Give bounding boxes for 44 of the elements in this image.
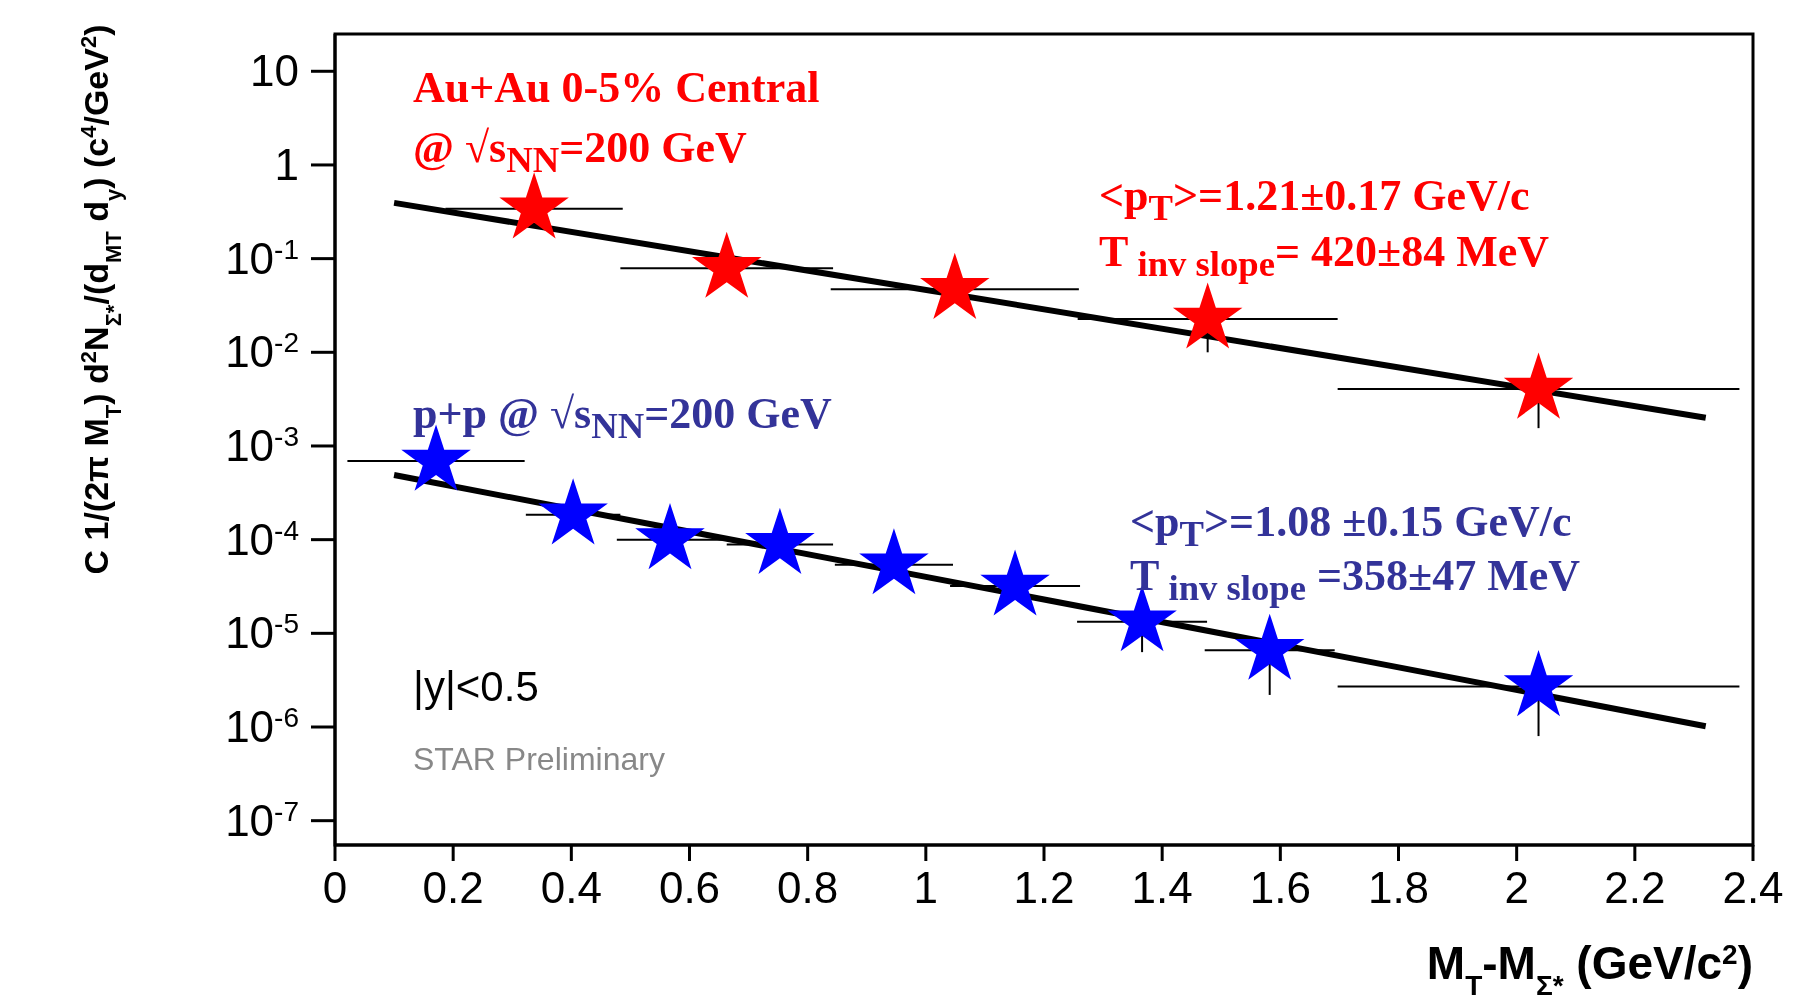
annotation: <p$_{T}$>=1.21±0.17 GeV/c — [1099, 171, 1530, 229]
x-tick-label: 2.2 — [1604, 863, 1666, 912]
y-tick-label: 10$^{-5}$ — [225, 607, 299, 658]
annotation: |y|<0.5 — [413, 663, 539, 711]
annotation: Au+Au 0-5% Central — [413, 63, 820, 113]
x-tick-label: 2 — [1504, 863, 1529, 912]
y-tick-label: 10 — [250, 46, 299, 96]
x-tick-label: 1.6 — [1249, 863, 1311, 912]
y-tick-label: 1 — [274, 139, 299, 189]
x-tick-label: 1 — [913, 863, 939, 912]
y-tick-label: 10$^{-7}$ — [225, 795, 299, 845]
point — [1503, 650, 1574, 717]
x-tick-label: 0.8 — [777, 863, 839, 912]
x-tick-label: 1.8 — [1367, 863, 1430, 912]
annotation: T $_{inv slope}$= 420±84 MeV — [1099, 227, 1550, 285]
x-tick-label: 0 — [322, 863, 348, 912]
point — [1234, 613, 1305, 680]
point — [1172, 282, 1243, 349]
x-axis-title: M$_{T}$-M$_{Σ*}$ (GeV/c$^{2}$) — [1426, 937, 1753, 1001]
annotation: <p$_{T}$>=1.08 ±0.15 GeV/c — [1130, 497, 1572, 554]
x-tick-label: 0.4 — [540, 863, 602, 912]
x-tick-label: 1.4 — [1131, 863, 1193, 912]
x-tick-label: 0.2 — [422, 863, 484, 912]
point — [635, 503, 705, 570]
point — [1503, 352, 1574, 419]
y-tick-label: 10$^{-3}$ — [225, 420, 299, 470]
x-tick-label: 1.2 — [1013, 863, 1075, 912]
annotation: @ √s$_{NN}$=200 GeV — [413, 123, 747, 181]
annotation: p+p @ √s$_{NN}$=200 GeV — [413, 389, 832, 447]
y-tick-label: 10$^{-4}$ — [225, 514, 299, 564]
point — [538, 478, 608, 545]
point — [920, 252, 990, 319]
point — [859, 528, 929, 595]
point — [980, 549, 1050, 616]
point — [691, 231, 762, 298]
x-tick-label: 0.6 — [658, 863, 721, 912]
annotation: STAR Preliminary — [413, 741, 665, 778]
y-tick-label: 10$^{-1}$ — [225, 233, 299, 283]
point — [499, 172, 569, 239]
y-tick-label: 10$^{-6}$ — [225, 701, 299, 751]
x-tick-label: 2.4 — [1722, 863, 1784, 912]
point — [745, 507, 815, 574]
annotation: T $_{inv slope}$ =358±47 MeV — [1130, 551, 1581, 609]
y-tick-label: 10$^{-2}$ — [225, 326, 299, 377]
